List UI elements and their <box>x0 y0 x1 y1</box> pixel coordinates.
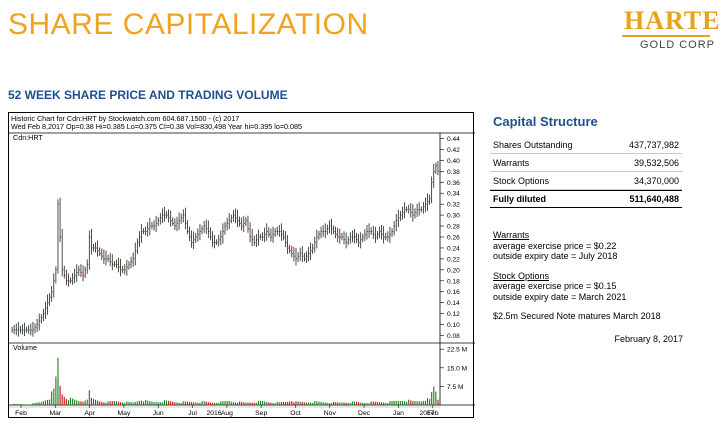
options-expiry: outside expiry date = March 2021 <box>493 291 627 302</box>
month-label: Apr <box>84 410 95 417</box>
month-label: Mar <box>49 410 61 417</box>
price-tick-label: 0.16 <box>447 289 460 296</box>
row-value: 34,370,000 <box>633 175 679 186</box>
month-label: Dec <box>358 410 371 417</box>
year-label: 2017 <box>419 410 434 417</box>
month-label: Feb <box>427 410 439 417</box>
month-label: Aug <box>221 410 233 417</box>
month-label: Feb <box>15 410 27 417</box>
logo-subtext: GOLD CORP <box>640 39 716 51</box>
chart-canvas: Historic Chart for Cdn:HRT by Stockwatch… <box>9 114 475 417</box>
price-tick-label: 0.44 <box>447 136 460 143</box>
row-value: 437,737,982 <box>628 139 679 150</box>
table-total-row: Fully diluted 511,640,488 <box>490 190 682 208</box>
year-label: 2016 <box>206 410 221 417</box>
month-label: Jul <box>188 410 197 417</box>
table-row: Stock Options 34,370,000 <box>490 172 682 190</box>
volume-tick-label: 15.0 M <box>447 365 467 372</box>
price-volume-chart: Historic Chart for Cdn:HRT by Stockwatch… <box>8 112 475 418</box>
price-tick-label: 0.28 <box>447 224 460 231</box>
capital-structure-table: Shares Outstanding 437,737,982 Warrants … <box>490 136 682 208</box>
options-price: average exercise price = $0.15 <box>493 281 617 291</box>
month-label: Jan <box>393 410 404 417</box>
warrants-title: Warrants <box>493 230 530 240</box>
page-title: SHARE CAPITALIZATION <box>8 8 369 41</box>
row-label: Warrants <box>493 157 530 168</box>
volume-tick-label: 22.5 M <box>447 347 467 354</box>
price-tick-label: 0.26 <box>447 235 460 242</box>
month-label: Jun <box>153 410 164 417</box>
table-row: Shares Outstanding 437,737,982 <box>490 136 682 154</box>
price-tick-label: 0.34 <box>447 191 460 198</box>
price-tick-label: 0.42 <box>447 147 460 154</box>
row-label: Shares Outstanding <box>493 139 573 150</box>
logo-underline <box>622 35 710 37</box>
options-title: Stock Options <box>493 270 550 281</box>
warrants-expiry: outside expiry date = July 2018 <box>493 251 618 261</box>
row-label: Stock Options <box>493 175 550 186</box>
price-tick-label: 0.38 <box>447 169 460 176</box>
volume-label: Volume <box>13 343 37 352</box>
month-label: Sep <box>255 410 267 417</box>
price-tick-label: 0.14 <box>447 300 460 307</box>
price-tick-label: 0.20 <box>447 267 460 274</box>
table-row: Warrants 39,532,506 <box>490 154 682 172</box>
logo-wordmark: HARTE <box>624 6 721 35</box>
series-label: Cdn:HRT <box>13 133 43 142</box>
report-date: February 8, 2017 <box>614 334 683 344</box>
price-tick-label: 0.36 <box>447 180 460 187</box>
price-tick-label: 0.40 <box>447 158 460 165</box>
month-label: Oct <box>290 410 301 417</box>
secured-note: $2.5m Secured Note matures March 2018 <box>493 311 661 321</box>
price-tick-label: 0.10 <box>447 322 460 329</box>
total-value: 511,640,488 <box>629 194 679 204</box>
price-tick-label: 0.30 <box>447 213 460 220</box>
chart-header-line2: Wed Feb 8,2017 Op=0.38 Hi=0.385 Lo=0.375… <box>11 122 302 131</box>
chart-header-line1: Historic Chart for Cdn:HRT by Stockwatch… <box>11 114 239 123</box>
month-label: Nov <box>324 410 337 417</box>
price-tick-label: 0.08 <box>447 333 460 340</box>
price-tick-label: 0.22 <box>447 256 460 263</box>
total-label: Fully diluted <box>493 194 546 204</box>
chart-section-title: 52 WEEK SHARE PRICE AND TRADING VOLUME <box>8 88 288 102</box>
price-tick-label: 0.24 <box>447 245 460 252</box>
capital-structure-title: Capital Structure <box>493 114 598 129</box>
notes-block: Warrants average exercise price = $0.22 … <box>493 230 661 322</box>
price-tick-label: 0.32 <box>447 202 460 209</box>
month-label: May <box>118 410 131 417</box>
volume-tick-label: 7.5 M <box>447 384 464 391</box>
price-tick-label: 0.18 <box>447 278 460 285</box>
price-tick-label: 0.12 <box>447 311 460 318</box>
company-logo: HARTE GOLD CORP <box>620 6 720 56</box>
warrants-price: average exercise price = $0.22 <box>493 240 617 251</box>
row-value: 39,532,506 <box>633 157 679 168</box>
